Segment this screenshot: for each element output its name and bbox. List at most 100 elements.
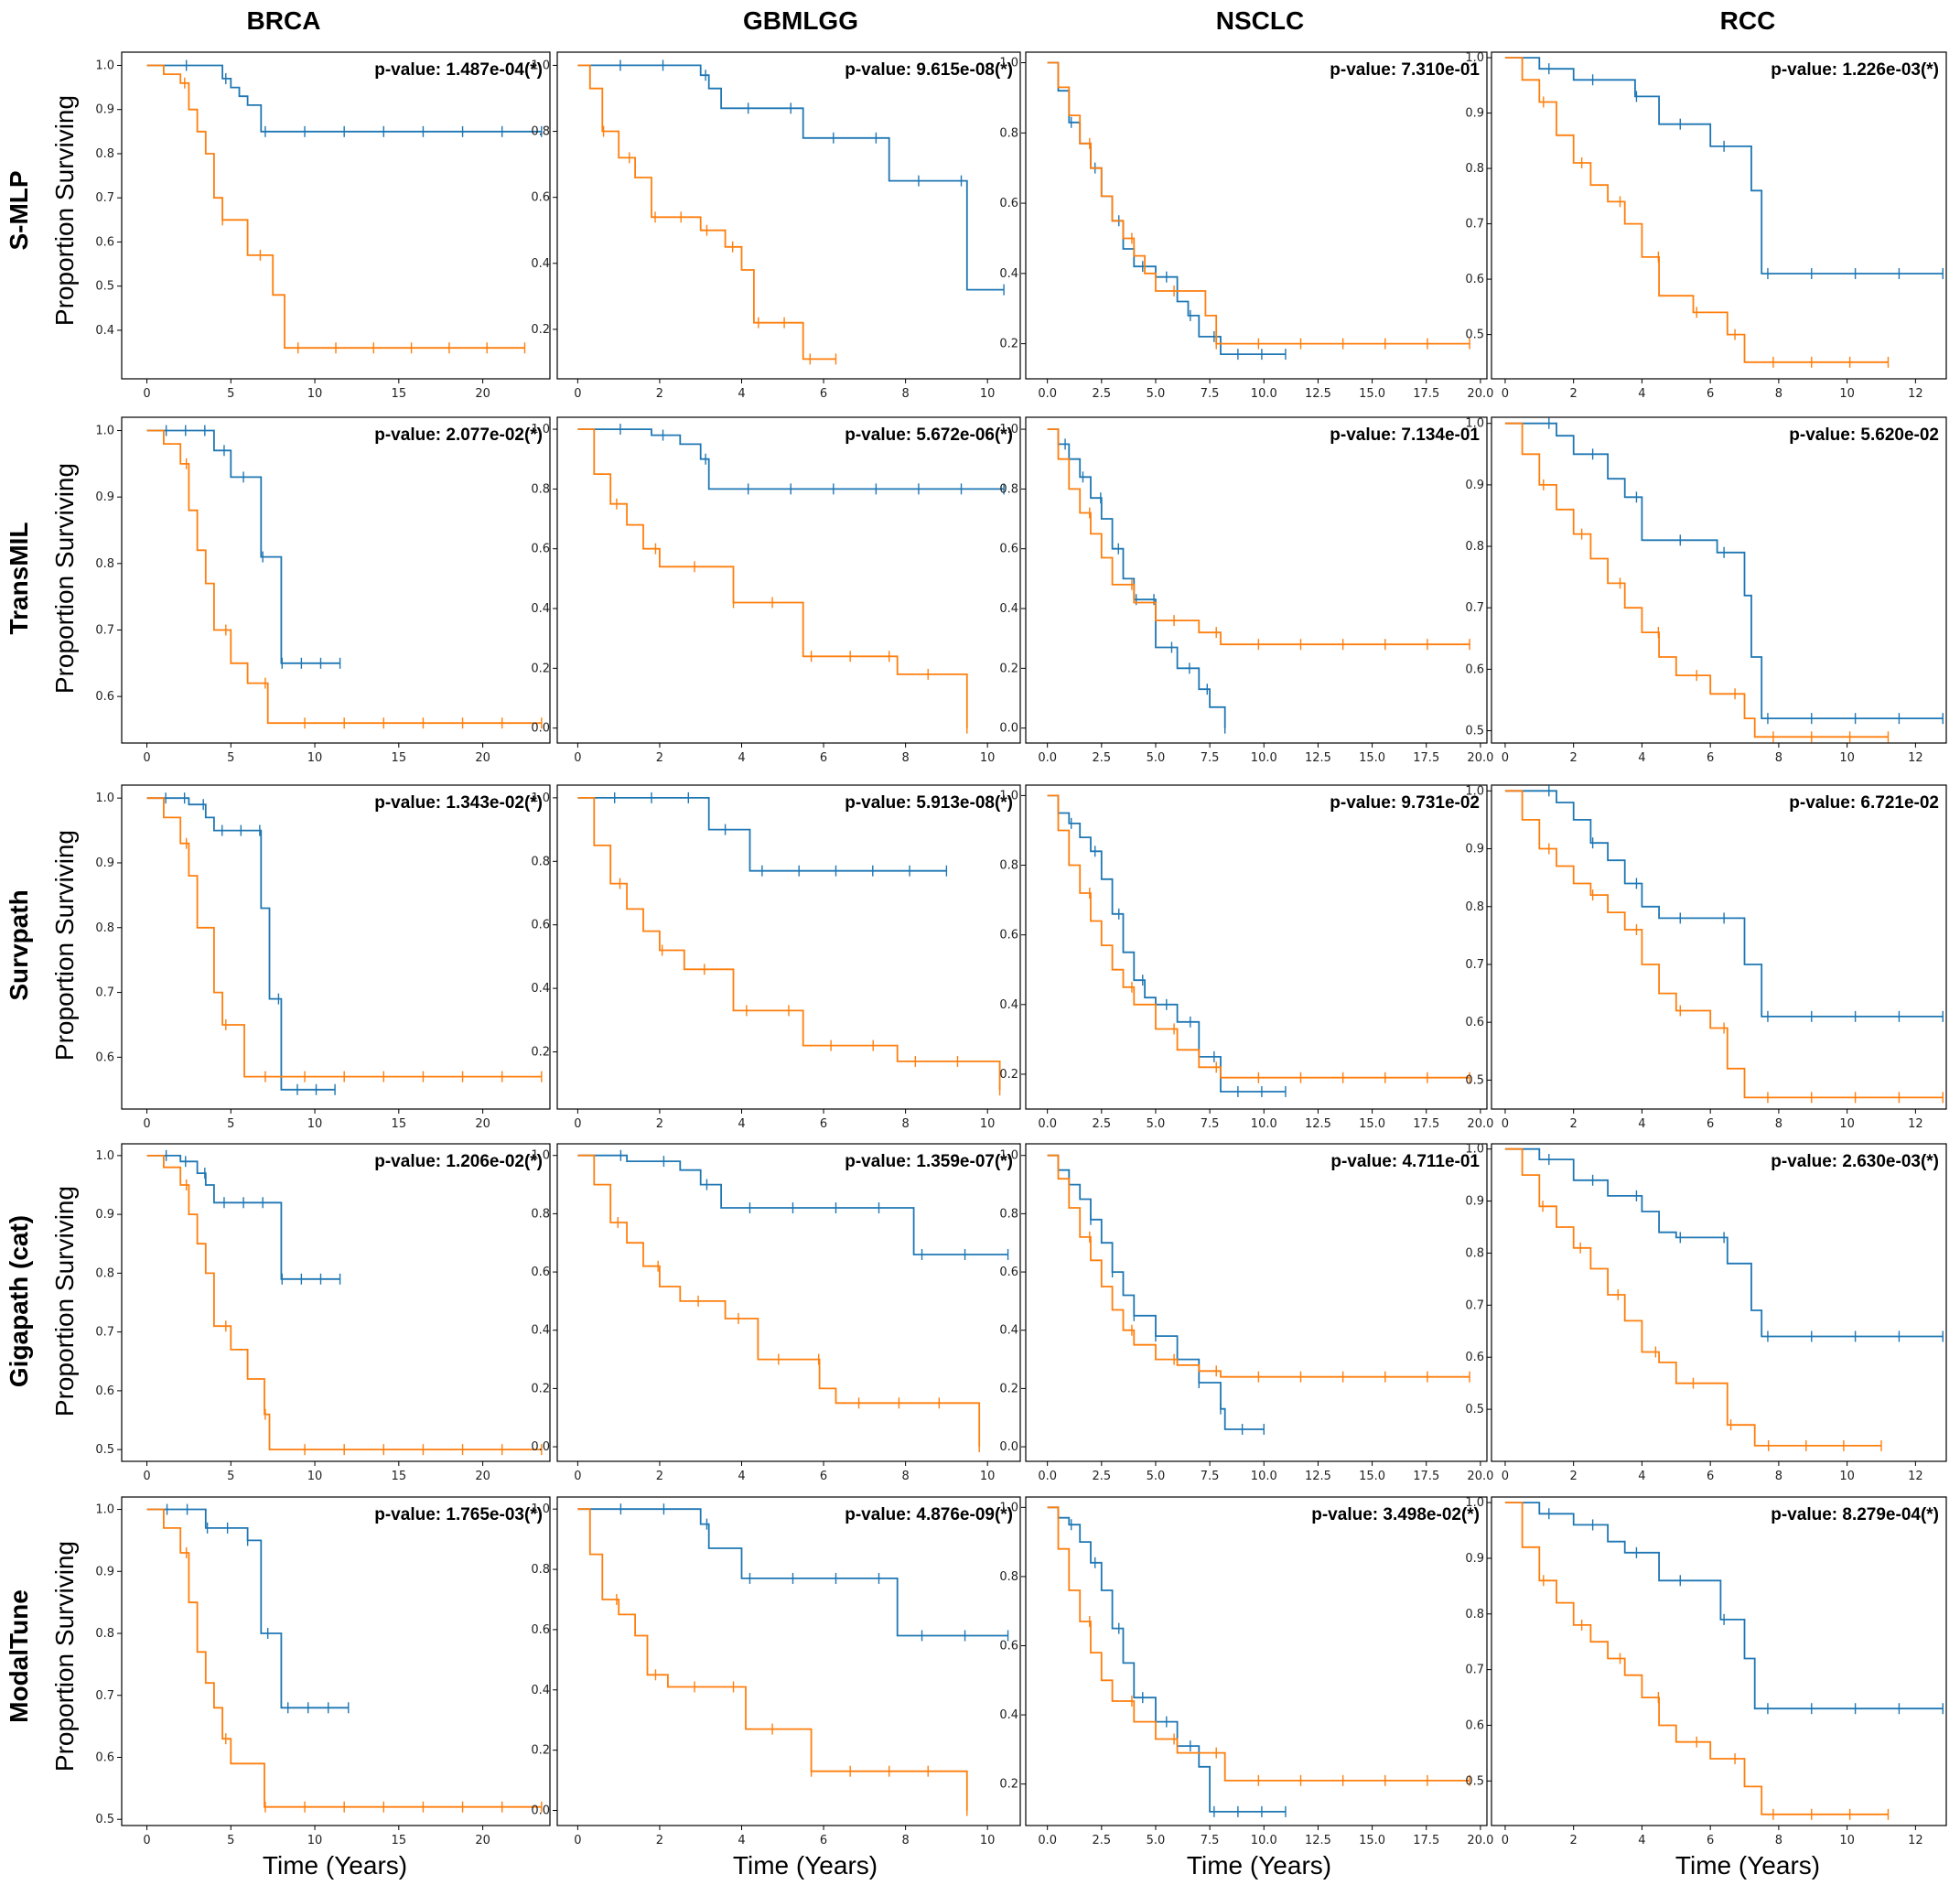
x-tick-label: 5 [227,1470,234,1483]
y-tick-label: 1.0 [1465,1143,1484,1157]
y-tick-label: 1.0 [531,1149,550,1163]
x-tick-label: 20 [475,751,490,765]
x-tick-label: 20.0 [1467,1834,1493,1847]
x-tick-label: 0 [1502,1834,1509,1847]
y-tick-label: 0.0 [999,722,1018,736]
panel-frame [1025,416,1488,744]
x-tick-label: 10 [307,1117,323,1131]
x-tick-label: 8 [901,751,909,765]
y-tick-label: 0.8 [1465,162,1484,176]
panel-frame [1491,1143,1947,1462]
x-tick-label: 10.0 [1251,1834,1277,1847]
x-tick-label: 20.0 [1467,1470,1493,1483]
y-tick-label: 0.2 [999,1778,1018,1792]
x-tick-label: 5.0 [1147,1117,1166,1131]
survival-curve-low [577,64,1005,291]
y-tick-label: 0.2 [999,338,1018,351]
row-title: Gigapath (cat) [5,1215,33,1387]
panel-frame [1025,1496,1488,1826]
x-tick-label: 0.0 [1038,387,1057,401]
survival-curve-high [1504,790,1944,1099]
x-tick-label: 10.0 [1251,387,1277,401]
x-tick-label: 12 [1908,751,1923,765]
x-tick-label: 10 [307,1834,323,1847]
y-tick-label: 0.8 [531,125,550,139]
x-tick-label: 2.5 [1092,1117,1111,1131]
y-tick-label: 0.2 [531,1046,550,1060]
x-tick-label: 12.5 [1305,387,1331,401]
x-tick-label: 10 [1839,751,1855,765]
panel-frame [556,51,1021,380]
km-panel: 0.5 0.6 0.7 0.8 0.9 1.0 0 5 10 15 20 p-value: 1.765… [95,1496,551,1847]
panel-frame [121,784,551,1110]
y-tick-label: 0.6 [999,929,1018,942]
y-tick-label: 0.4 [999,1324,1018,1338]
p-value-label: p-value: 7.310e-01 [1330,60,1480,80]
y-tick-label: 0.6 [1465,1016,1484,1029]
y-tick-label: 0.4 [531,1684,550,1697]
y-tick-label: 0.9 [1465,1195,1484,1209]
survival-curve-high [146,429,542,725]
km-panel: 0.5 0.6 0.7 0.8 0.9 1.0 0 2 4 6 8 10 12 p-value: 6.72… [1465,784,1947,1131]
p-value-label: p-value: 1.359e-07(*) [845,1152,1013,1171]
y-tick-label: 0.6 [1465,662,1484,676]
x-tick-label: 4 [1638,387,1645,401]
y-tick-label: 0.6 [1465,1351,1484,1364]
x-tick-label: 10 [307,1470,323,1483]
y-tick-label: 0.2 [999,1382,1018,1395]
panel-frame [1025,51,1488,380]
survival-curve-low [577,797,947,872]
y-tick-label: 0.8 [531,1207,550,1221]
y-tick-label: 0.2 [531,1744,550,1758]
x-tick-label: 20 [475,1117,490,1131]
y-tick-label: 1.0 [1465,1496,1484,1510]
row-title: Survpath [5,889,33,1000]
y-tick-label: 0.2 [531,662,550,675]
y-tick-label: 0.7 [95,1689,114,1703]
y-tick-label: 0.7 [95,986,114,1000]
y-tick-label: 0.4 [999,267,1018,281]
y-tick-label: 0.8 [95,1627,114,1641]
x-tick-label: 4 [738,387,745,401]
survival-curve-high [146,1508,542,1808]
y-tick-label: 0.5 [95,280,114,294]
km-panel: 0.6 0.7 0.8 0.9 1.0 0 5 10 15 20 p-value: 1.343e-0… [95,784,551,1131]
panel-frame [121,416,551,744]
x-tick-label: 0 [143,1117,150,1131]
x-tick-label: 8 [901,1470,909,1483]
panel-frame [1491,1496,1947,1826]
km-panel: 0.5 0.6 0.7 0.8 0.9 1.0 0 5 10 15 20 p-value: 1.206… [95,1143,551,1483]
y-tick-label: 0.6 [531,191,550,205]
km-panel: 0.5 0.6 0.7 0.8 0.9 1.0 0 2 4 6 8 10 12 p-value: 5.62… [1465,416,1947,765]
x-tick-label: 15.0 [1359,1470,1385,1483]
x-tick-label: 2.5 [1092,751,1111,765]
p-value-label: p-value: 5.620e-02 [1789,425,1939,445]
x-tick-label: 2 [656,1117,663,1131]
x-tick-label: 20 [475,1470,490,1483]
p-value-label: p-value: 1.206e-02(*) [374,1152,543,1171]
y-tick-label: 0.6 [95,1050,114,1064]
x-tick-label: 17.5 [1413,387,1439,401]
y-tick-label: 0.2 [531,323,550,337]
km-panel: 0.6 0.7 0.8 0.9 1.0 0 5 10 15 20 p-value: 2.077e-0… [95,416,551,765]
y-axis-label: Proportion Surviving [50,95,79,326]
km-panel: 0.5 0.6 0.7 0.8 0.9 1.0 0 2 4 6 8 10 12 p-value: 1.22… [1465,51,1947,401]
y-tick-label: 1.0 [531,1503,550,1516]
y-tick-label: 0.8 [95,147,114,161]
x-tick-label: 7.5 [1201,1834,1220,1847]
y-tick-label: 0.5 [1465,1403,1484,1416]
x-tick-label: 2 [1570,1834,1578,1847]
x-tick-label: 6 [820,1470,827,1483]
x-tick-label: 4 [738,1470,745,1483]
row-title: S-MLP [5,170,33,250]
x-tick-label: 4 [1638,1117,1645,1131]
x-tick-label: 0 [574,387,581,401]
survival-curve-low [1504,57,1944,275]
x-tick-label: 0 [574,1834,581,1847]
panel-frame [1025,784,1488,1110]
y-tick-label: 1.0 [999,1149,1018,1163]
survival-curve-high [146,1155,542,1450]
y-tick-label: 1.0 [999,789,1018,802]
x-tick-label: 10 [980,1470,996,1483]
y-tick-label: 0.6 [531,1623,550,1637]
